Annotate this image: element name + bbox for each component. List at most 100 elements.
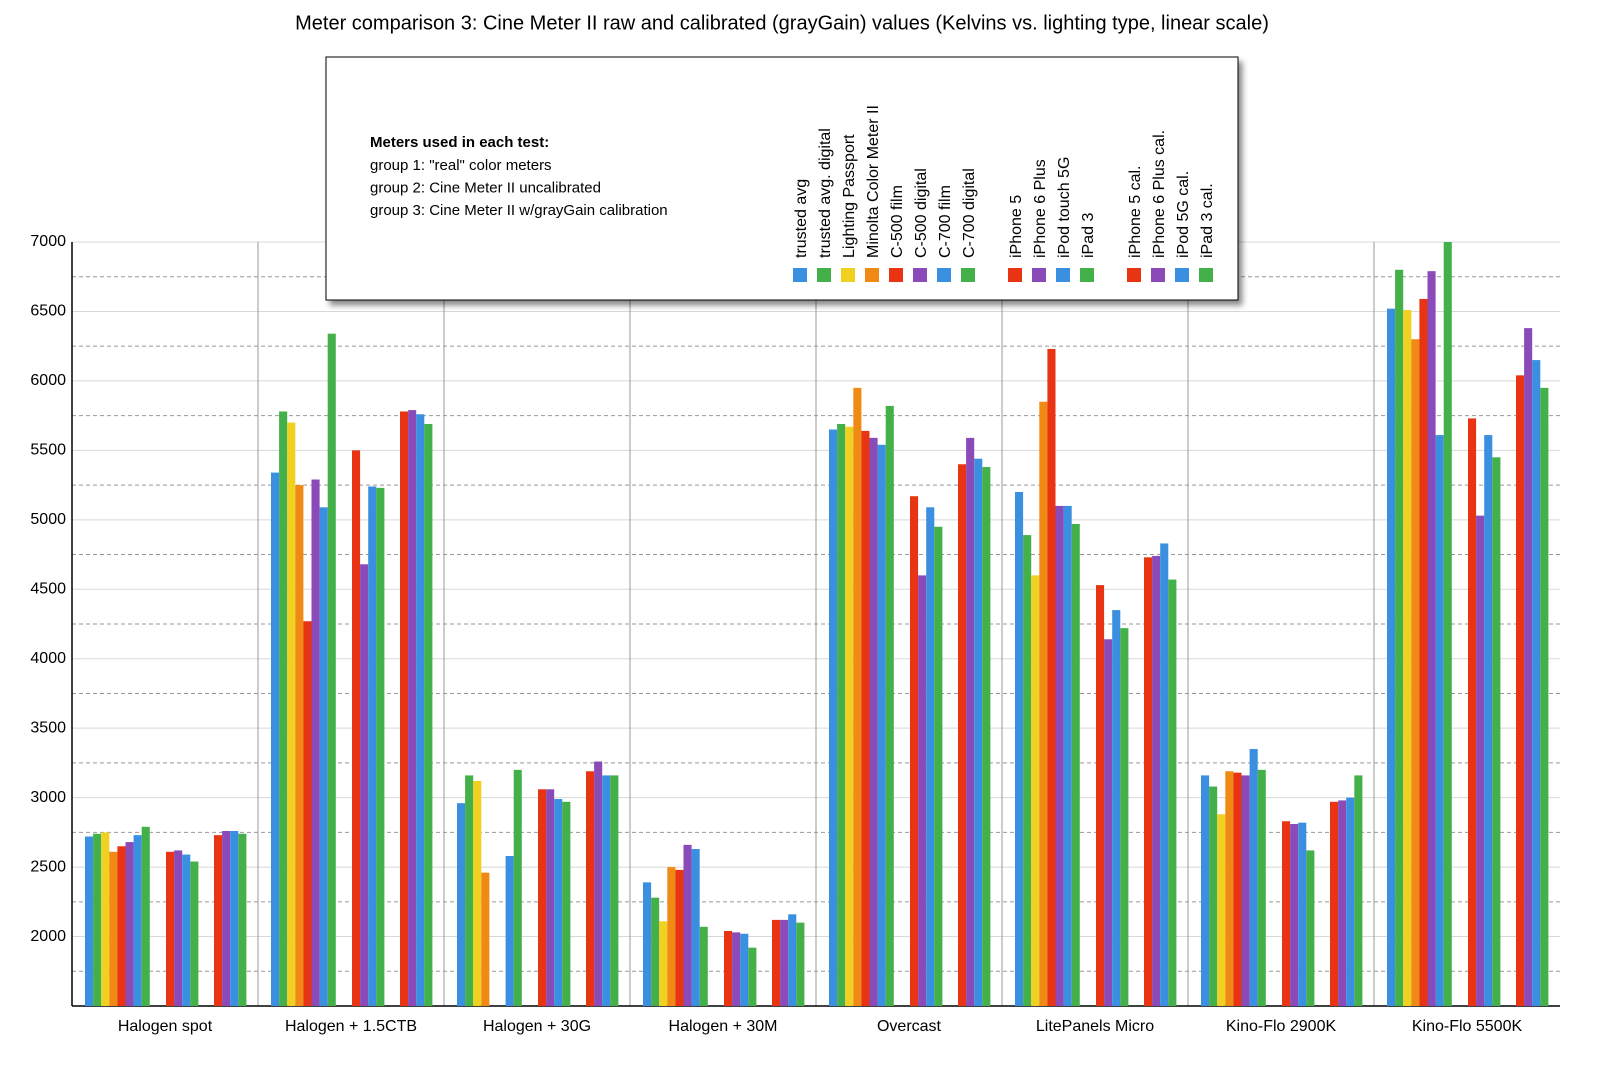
legend-label: C-700 film: [937, 185, 954, 258]
bar: [1476, 515, 1485, 1006]
bar: [368, 486, 377, 1007]
legend-swatch: [913, 268, 927, 282]
bar: [562, 801, 571, 1006]
x-tick-label: Halogen + 30G: [483, 1018, 591, 1035]
bar: [287, 422, 296, 1007]
y-tick-label: 6500: [30, 303, 66, 320]
bar: [1096, 585, 1105, 1006]
bar: [877, 444, 886, 1007]
bar: [311, 479, 320, 1006]
legend-label: C-500 digital: [913, 168, 930, 258]
bar: [1419, 298, 1428, 1006]
bar: [1468, 418, 1477, 1006]
bar: [408, 410, 417, 1007]
bar: [837, 423, 846, 1006]
bar: [683, 844, 692, 1006]
bar: [279, 411, 288, 1006]
bar: [1217, 814, 1226, 1006]
plot-area: 2000 2500 3000 3500 4000 4500 5000 5500 6000 6500…: [30, 233, 1560, 1035]
bar: [513, 769, 522, 1006]
legend-label: C-700 digital: [961, 168, 978, 258]
y-tick-label: 7000: [30, 233, 66, 250]
bar: [546, 789, 555, 1006]
bar: [1427, 271, 1436, 1006]
bar: [780, 919, 789, 1006]
legend-note: group 3: Cine Meter II w/grayGain calibr…: [370, 202, 668, 219]
x-tick-label: Overcast: [877, 1018, 942, 1035]
bar: [1338, 800, 1347, 1006]
bar: [133, 835, 142, 1006]
bar: [1532, 360, 1541, 1006]
bar: [675, 869, 684, 1006]
bar: [538, 789, 547, 1006]
bar: [109, 851, 118, 1006]
legend-swatch: [1032, 268, 1046, 282]
chart-title: Meter comparison 3: Cine Meter II raw an…: [295, 12, 1269, 34]
bar: [1395, 269, 1404, 1006]
bar: [327, 333, 336, 1006]
legend-label: iPad 3 cal.: [1199, 183, 1216, 258]
legend-label: iPod touch 5G: [1056, 157, 1073, 258]
legend: Meters used in each test: group 1: "real…: [325, 56, 1239, 301]
bar: [643, 882, 652, 1006]
bar: [190, 861, 199, 1006]
legend-label: iPad 3: [1080, 213, 1097, 258]
legend-swatch: [817, 268, 831, 282]
bar: [1443, 242, 1452, 1006]
legend-swatch: [961, 268, 975, 282]
bar: [1168, 579, 1177, 1006]
legend-swatch: [889, 268, 903, 282]
legend-swatch: [937, 268, 951, 282]
legend-swatch: [865, 268, 879, 282]
bar: [966, 437, 975, 1006]
bar: [602, 775, 611, 1006]
legend-label: iPhone 5: [1008, 195, 1025, 258]
legend-swatch: [1080, 268, 1094, 282]
bar: [125, 842, 134, 1006]
y-tick-label: 5000: [30, 511, 66, 528]
x-tick-label: Kino-Flo 5500K: [1412, 1018, 1523, 1035]
x-tick-label: Halogen + 1.5CTB: [285, 1018, 417, 1035]
bar: [352, 450, 361, 1006]
bar: [1298, 822, 1307, 1006]
bar: [416, 414, 425, 1006]
bar: [319, 507, 328, 1006]
bar: [869, 437, 878, 1006]
bar: [473, 780, 482, 1006]
bar: [934, 526, 943, 1006]
bar: [1120, 628, 1129, 1006]
bar: [1411, 339, 1420, 1007]
bar: [166, 851, 175, 1006]
bar: [400, 411, 409, 1006]
bar: [1306, 850, 1315, 1006]
bar: [982, 467, 991, 1006]
bar: [141, 826, 150, 1006]
bar: [222, 830, 231, 1006]
bar: [117, 846, 126, 1006]
bar: [796, 922, 805, 1006]
bar: [732, 932, 741, 1006]
bar: [659, 921, 668, 1006]
bar: [271, 472, 280, 1006]
legend-swatch: [1199, 268, 1213, 282]
bar: [505, 855, 514, 1006]
legend-swatch: [1127, 268, 1141, 282]
bar: [93, 833, 102, 1006]
bar: [554, 799, 563, 1006]
bar: [691, 849, 700, 1006]
legend-label: iPhone 6 Plus: [1032, 159, 1049, 258]
bar: [829, 429, 838, 1006]
bar: [1516, 375, 1525, 1006]
bar: [1209, 786, 1218, 1006]
y-tick-label: 2500: [30, 858, 66, 875]
bar: [424, 423, 433, 1006]
bar: [174, 850, 183, 1006]
legend-box: [325, 56, 1239, 301]
y-tick-label: 4000: [30, 650, 66, 667]
legend-note: group 2: Cine Meter II uncalibrated: [370, 180, 601, 197]
bar: [85, 836, 94, 1006]
bar: [1201, 775, 1210, 1006]
bar: [481, 872, 490, 1006]
bar: [1063, 505, 1072, 1006]
legend-label: Minolta Color Meter II: [865, 105, 882, 258]
